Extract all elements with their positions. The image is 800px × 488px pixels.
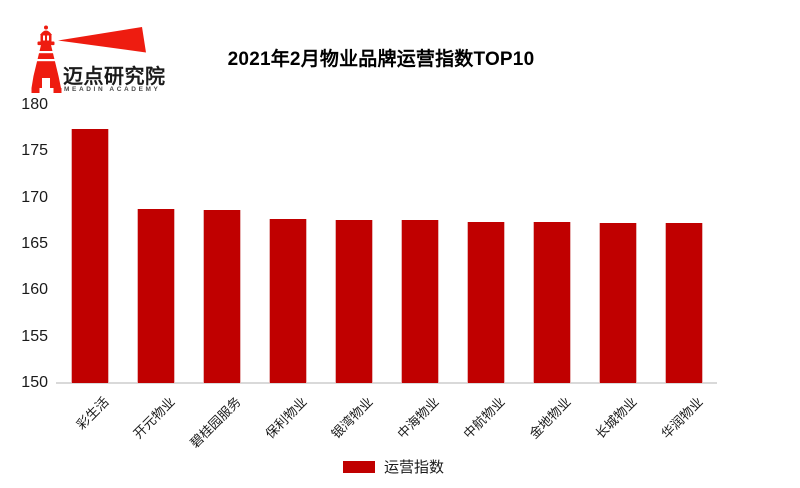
x-axis-label: 开元物业 <box>130 394 178 442</box>
x-axis-label: 保利物业 <box>262 394 310 442</box>
x-axis-line <box>56 382 717 384</box>
x-axis-label: 金地物业 <box>526 394 574 442</box>
x-axis-label: 彩生活 <box>73 394 112 433</box>
lighthouse-beacon-icon <box>31 25 146 93</box>
meadin-logo: 迈点研究院 MEADIN ACADEMY <box>31 12 165 96</box>
bar <box>665 222 703 383</box>
x-axis-label: 中航物业 <box>460 394 508 442</box>
bar <box>533 221 571 383</box>
logo-text: 迈点研究院 <box>63 66 166 88</box>
x-axis-label: 中海物业 <box>394 394 442 442</box>
y-axis-tick-label: 160 <box>21 281 48 299</box>
x-axis-label: 长城物业 <box>592 394 640 442</box>
chart-title: 2021年2月物业品牌运营指数TOP10 <box>227 49 535 70</box>
legend: 运营指数 <box>343 456 444 477</box>
y-axis-tick-label: 180 <box>21 96 48 113</box>
x-axis-label: 银湾物业 <box>328 394 376 442</box>
bar <box>467 221 505 383</box>
bar <box>335 219 373 383</box>
y-axis-tick-label: 170 <box>21 188 48 206</box>
y-axis-tick-label: 175 <box>21 142 48 160</box>
legend-swatch <box>343 460 375 473</box>
logo-subtitle: MEADIN ACADEMY <box>64 86 161 93</box>
bar <box>137 208 175 383</box>
y-axis-tick-label: 150 <box>21 374 48 391</box>
bar <box>203 209 241 383</box>
legend-label: 运营指数 <box>384 459 445 476</box>
bar <box>269 218 307 383</box>
bar <box>71 129 109 383</box>
x-axis-label: 华润物业 <box>658 394 706 442</box>
y-axis-tick-label: 155 <box>21 327 48 345</box>
bar <box>401 219 439 383</box>
x-axis-label: 碧桂园服务 <box>187 394 244 451</box>
bar <box>599 222 637 383</box>
y-axis-tick-label: 165 <box>21 235 48 252</box>
